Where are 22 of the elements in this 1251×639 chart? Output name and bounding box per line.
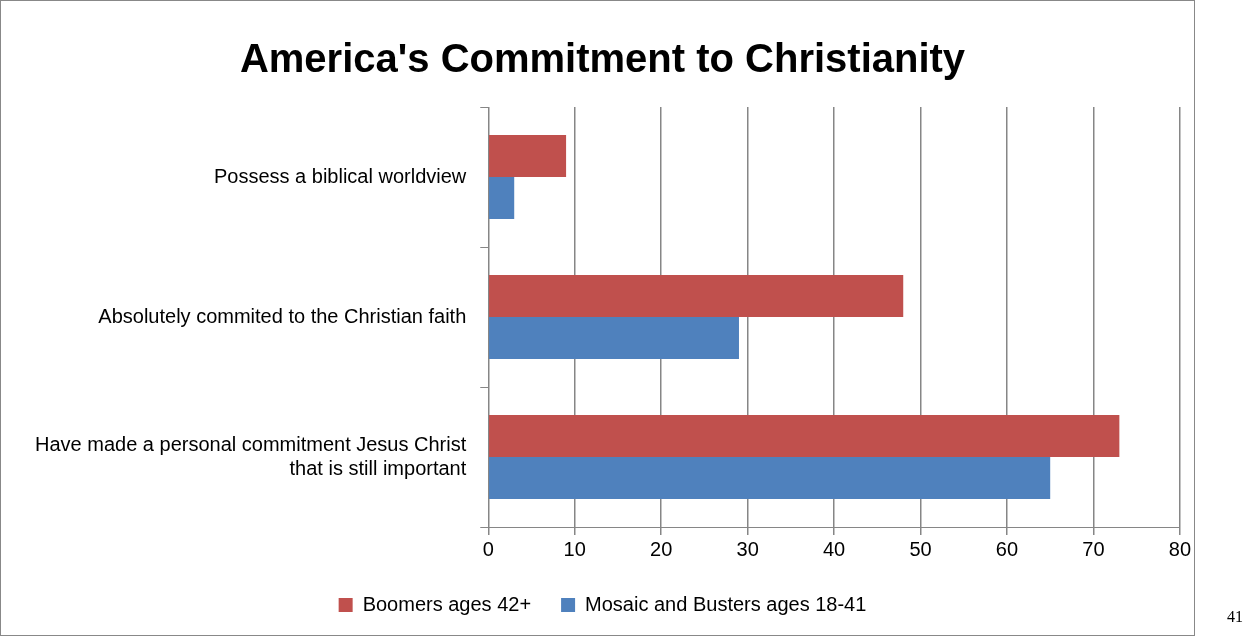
x-tick-label: 70 bbox=[1082, 537, 1105, 560]
x-tick-label: 80 bbox=[1168, 537, 1191, 560]
x-tick-label: 10 bbox=[563, 537, 586, 560]
bar bbox=[489, 317, 739, 359]
chart-title: America's Commitment to Christianity bbox=[239, 36, 966, 81]
bar bbox=[489, 135, 567, 177]
bar bbox=[489, 177, 515, 219]
y-tick-label: Possess a biblical worldview bbox=[213, 164, 467, 187]
x-tick-label: 40 bbox=[822, 537, 846, 560]
bar bbox=[489, 415, 1120, 457]
x-tick-label: 50 bbox=[909, 537, 932, 560]
y-tick-label: Have made a personal commitment Jesus Christ that is still important bbox=[35, 432, 467, 479]
legend-label: Boomers ages 42+ bbox=[362, 592, 532, 615]
legend-label: Mosaic and Busters ages 18-41 bbox=[585, 592, 867, 615]
y-tick-label: Absolutely commited to the Christian faith bbox=[98, 304, 467, 327]
bar bbox=[489, 275, 904, 317]
text: 41 bbox=[1227, 608, 1243, 626]
x-tick-label: 60 bbox=[995, 537, 1019, 560]
x-tick-label: 30 bbox=[736, 537, 759, 560]
x-tick-label: 0 bbox=[482, 537, 494, 560]
x-tick-label: 20 bbox=[650, 537, 673, 560]
bar bbox=[489, 457, 1051, 499]
